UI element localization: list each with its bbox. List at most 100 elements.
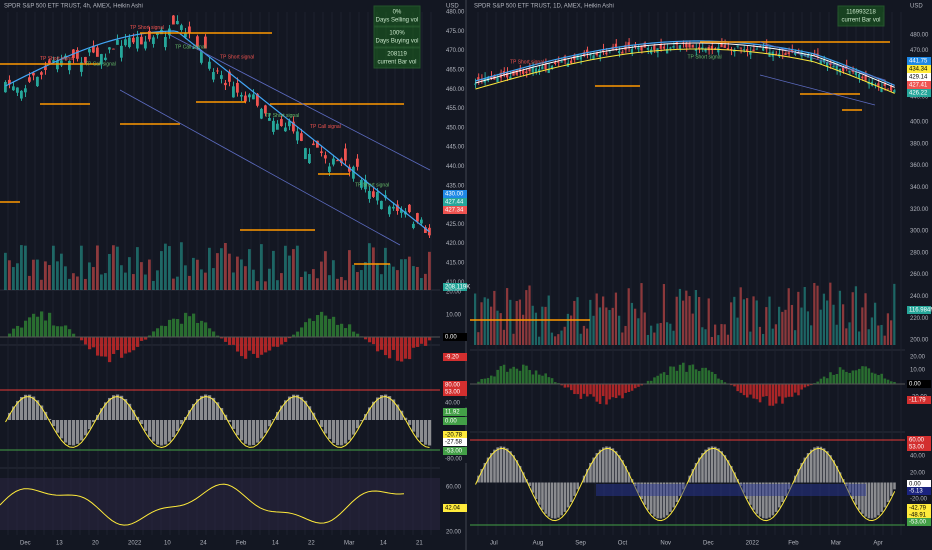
osc-bar — [861, 366, 864, 384]
candle — [602, 49, 605, 52]
osc-bar — [308, 318, 312, 337]
time-label: 13 — [56, 541, 63, 547]
osc-bar — [886, 482, 890, 503]
volume-bar — [376, 263, 379, 290]
price-tag: -27.58 — [445, 440, 463, 446]
osc-bar — [164, 326, 168, 337]
osc-bar — [388, 396, 392, 420]
candle — [40, 72, 43, 75]
osc-bar — [538, 482, 541, 505]
osc-bar — [822, 376, 826, 384]
osc-bar — [534, 482, 538, 500]
osc-bar — [36, 400, 40, 420]
price-tag-bg — [443, 381, 467, 389]
osc-bar — [870, 372, 874, 384]
price-label: 460.00 — [446, 87, 465, 93]
osc-bar — [240, 420, 244, 441]
osc-bar — [509, 451, 512, 483]
price-tag-bg — [907, 518, 931, 526]
candle — [240, 94, 243, 97]
volume-bar — [646, 334, 650, 345]
osc-bar — [416, 420, 420, 438]
osc-bar — [730, 465, 733, 483]
candle — [803, 53, 806, 56]
osc-bar — [486, 377, 490, 384]
osc-bar — [762, 384, 765, 397]
osc-bar — [659, 373, 663, 384]
volume-bar — [60, 253, 63, 290]
candle — [810, 55, 813, 61]
osc-bar — [52, 325, 56, 337]
volume-bar — [483, 297, 486, 345]
volume-bar — [592, 315, 595, 345]
price-label: 320.00 — [910, 207, 929, 213]
osc-bar — [800, 384, 803, 390]
osc-bar — [490, 453, 493, 483]
volume-bar — [790, 304, 794, 345]
candle — [506, 72, 509, 78]
osc-bar — [380, 395, 384, 420]
osc-bar — [822, 448, 826, 483]
osc-bar — [806, 384, 810, 387]
candle — [883, 83, 886, 86]
osc-bar — [518, 465, 522, 483]
volume-bar — [771, 328, 774, 345]
signal-label: TP Short signal — [510, 59, 544, 65]
volume-bar — [576, 297, 579, 345]
candle — [576, 55, 579, 61]
price-label: 455.00 — [446, 106, 465, 112]
price-tag-bg — [907, 480, 931, 488]
osc-bar — [244, 420, 248, 444]
osc-bar — [324, 315, 328, 337]
blue-zone — [596, 484, 866, 496]
osc-bar — [292, 334, 296, 337]
osc-bar — [256, 420, 260, 443]
osc-bar — [48, 418, 52, 420]
candle — [376, 191, 379, 201]
osc-bar — [272, 419, 276, 420]
candle — [531, 67, 534, 73]
osc-bar — [742, 384, 746, 396]
time-label: 2022 — [128, 541, 142, 547]
candle — [646, 47, 650, 50]
signal-line — [5, 396, 430, 449]
osc-bar — [92, 420, 96, 423]
volume-bar — [328, 275, 331, 290]
osc-bar — [248, 420, 252, 446]
volume-bar — [428, 251, 431, 290]
volume-bar — [701, 327, 704, 345]
volume-bar — [774, 324, 778, 345]
volume-bar — [880, 324, 883, 345]
osc-bar — [790, 384, 794, 397]
price-tag-bg — [443, 190, 467, 198]
price-tag-bg — [907, 57, 931, 65]
osc-bar — [829, 455, 832, 483]
osc-bar — [180, 420, 184, 425]
stat-label: current Bar vol — [377, 60, 416, 66]
price-label: 415.00 — [446, 260, 465, 266]
osc-bar — [701, 453, 704, 483]
candle — [726, 47, 730, 50]
candle — [669, 47, 672, 49]
signal-label: TP Short signal — [355, 183, 389, 189]
osc-bar — [883, 378, 887, 384]
price-tag-bg — [443, 431, 467, 439]
candle — [560, 61, 563, 63]
volume-bar — [316, 278, 319, 290]
volume-bar — [36, 259, 39, 290]
candle — [120, 45, 123, 58]
candle — [324, 155, 327, 159]
osc-bar — [483, 378, 487, 384]
osc-bar — [819, 378, 823, 384]
candle — [264, 105, 267, 114]
stat-label: Days Buying vol — [375, 39, 418, 45]
osc-bar — [200, 320, 204, 337]
price-tag-bg — [443, 399, 467, 407]
osc-bar — [400, 410, 404, 420]
price-tag-bg — [443, 388, 467, 396]
volume-bar — [156, 270, 159, 290]
osc-bar — [531, 482, 535, 493]
volume-bar — [232, 272, 235, 290]
osc-bar — [691, 364, 695, 384]
volume-bar — [656, 323, 659, 345]
